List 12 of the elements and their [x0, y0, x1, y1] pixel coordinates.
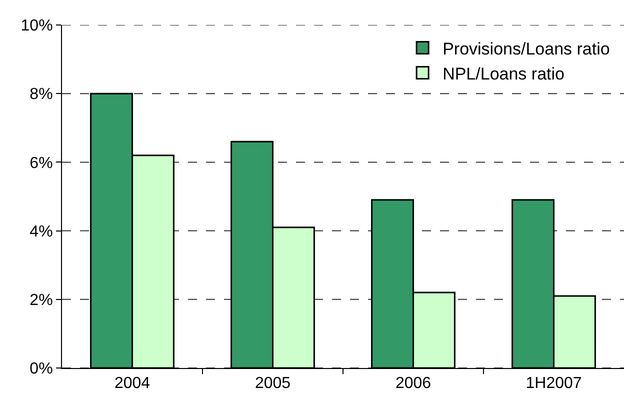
y-tick-label: 6% [30, 154, 53, 172]
x-tick-label: 1H2007 [526, 375, 582, 392]
x-tick-label: 2006 [395, 375, 432, 392]
y-tick-label: 4% [30, 223, 53, 240]
y-tick-label: 0% [30, 360, 53, 378]
legend-label: Provisions/Loans ratio [442, 39, 610, 58]
x-tick-label: 2004 [114, 375, 150, 392]
legend-label: NPL/Loans ratio [442, 64, 564, 84]
y-tick-label: 8% [30, 86, 53, 104]
x-tick-label: 2005 [254, 375, 291, 392]
y-tick-label: 10% [20, 18, 53, 35]
y-tick-label: 2% [30, 292, 53, 309]
